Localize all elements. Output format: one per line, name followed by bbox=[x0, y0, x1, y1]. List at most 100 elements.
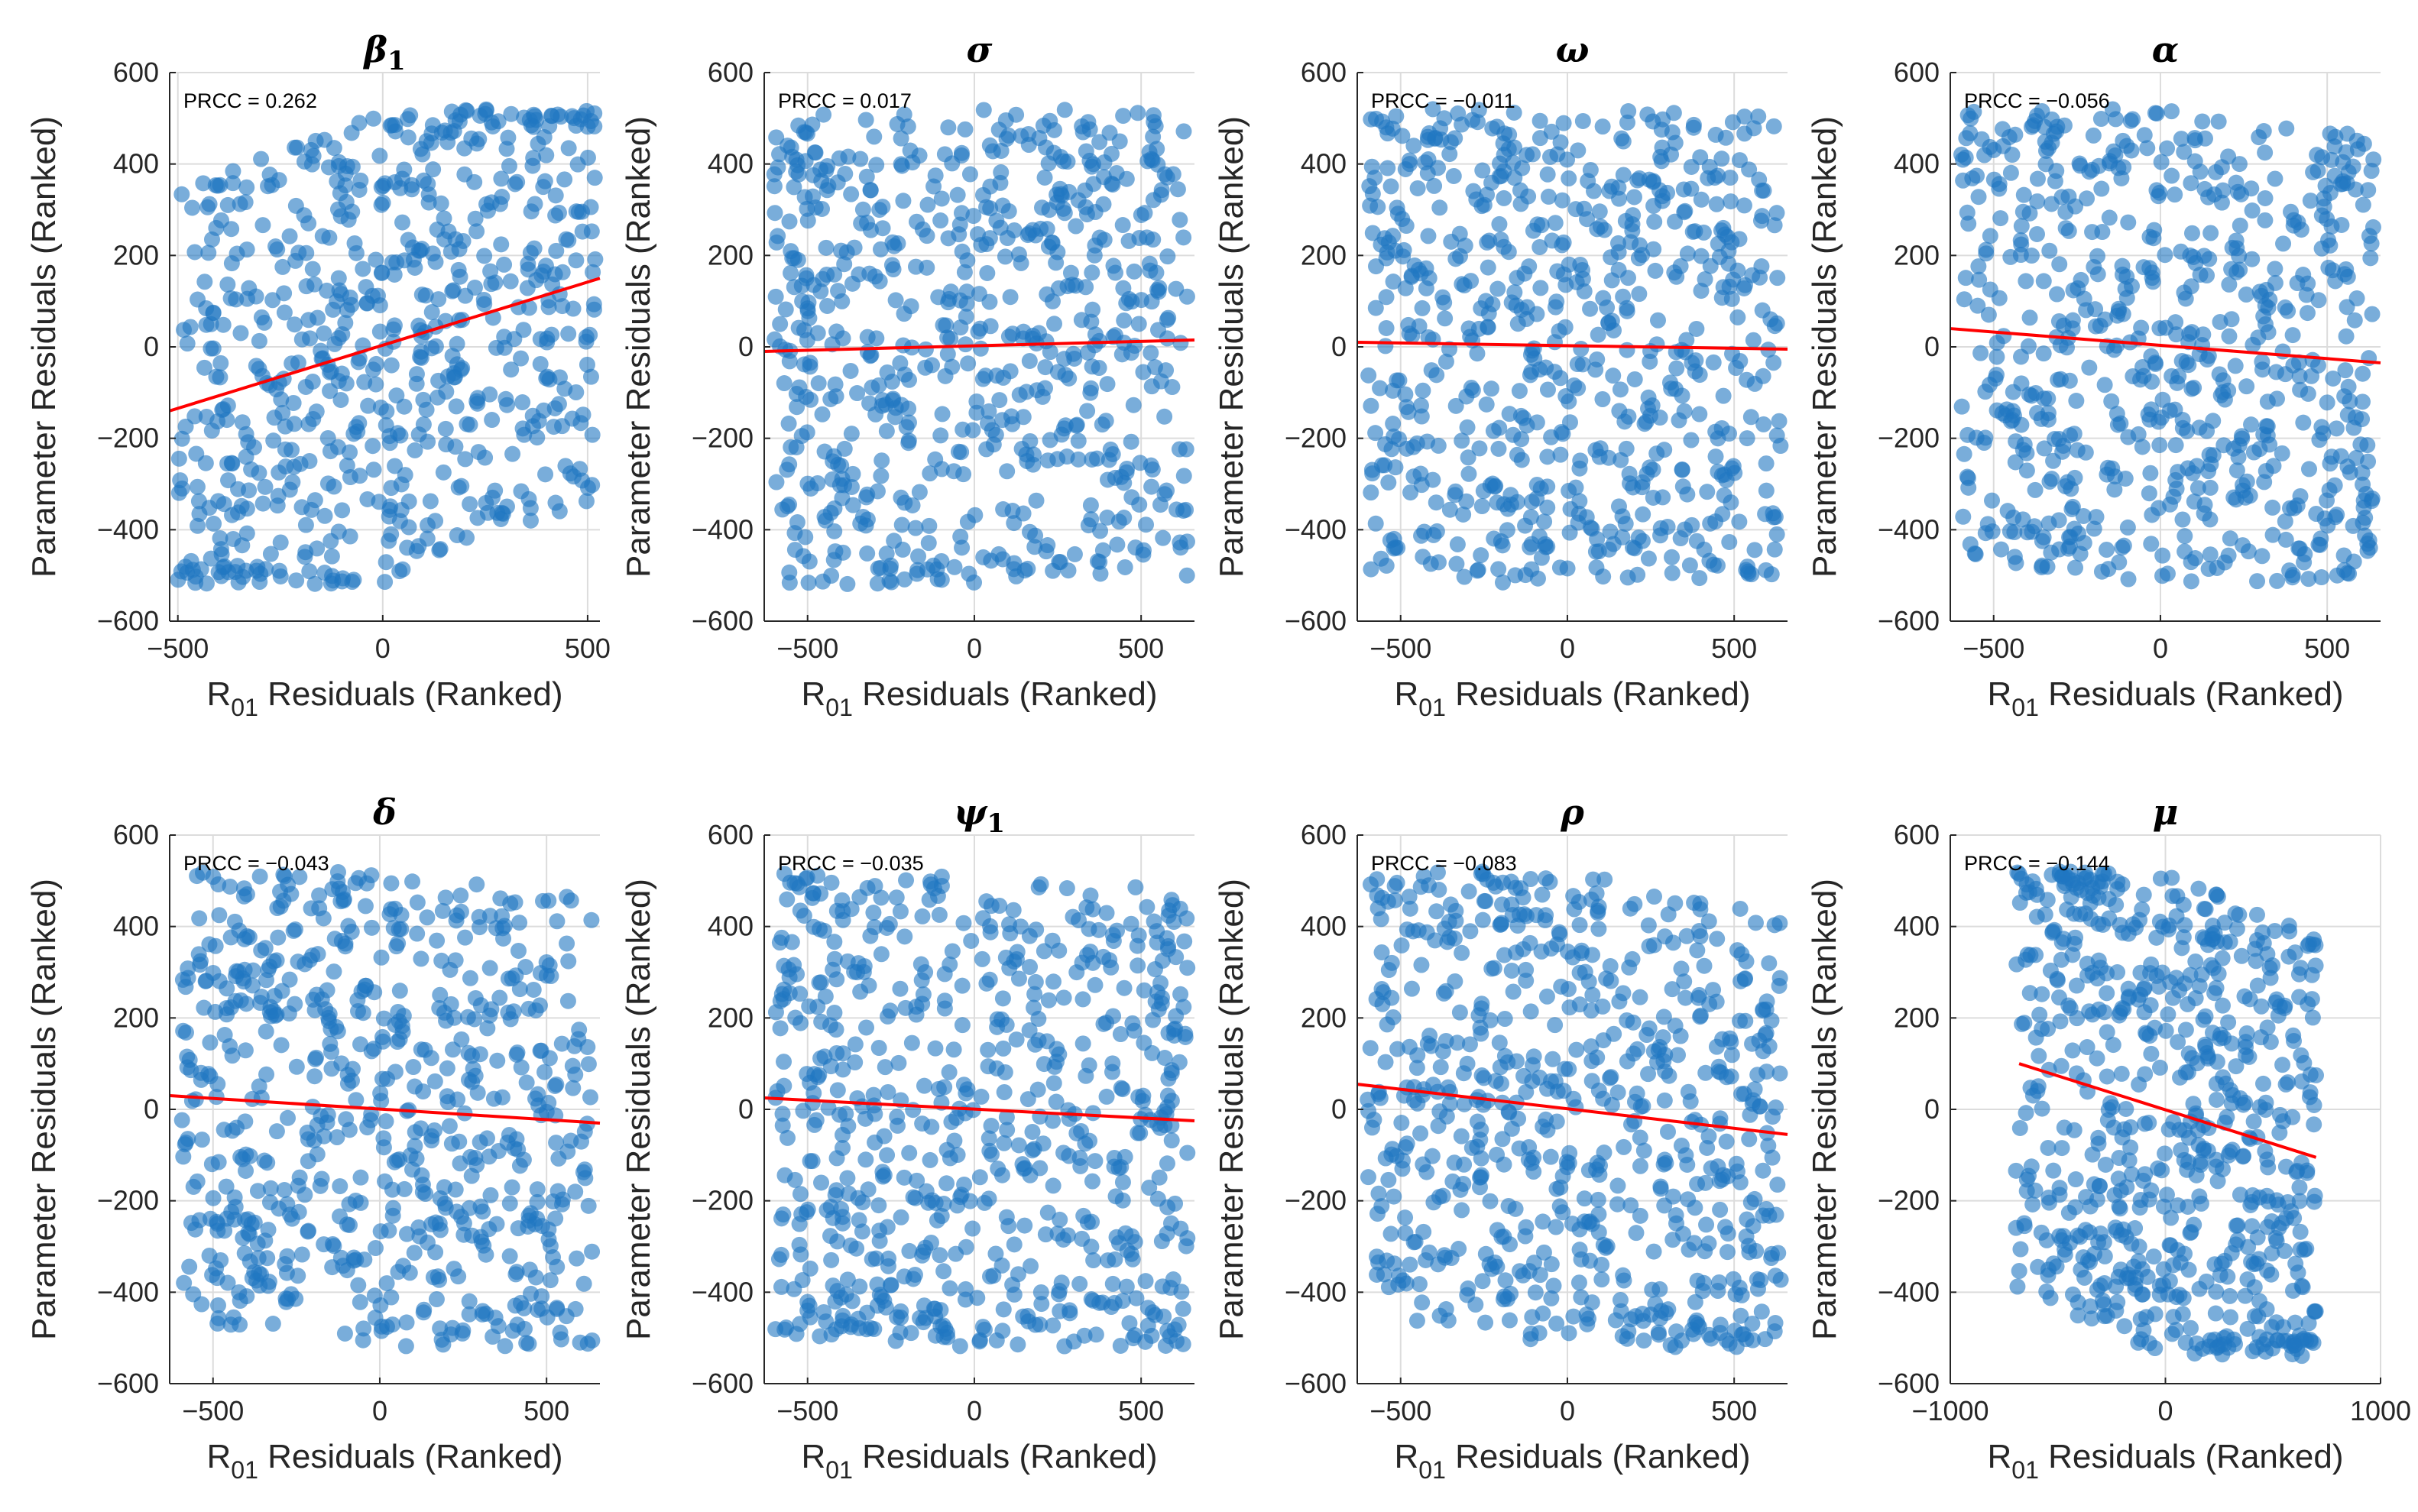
scatter-point bbox=[2328, 420, 2345, 437]
scatter-point bbox=[1582, 161, 1599, 178]
scatter-point bbox=[998, 1109, 1015, 1125]
scatter-point bbox=[259, 1154, 276, 1171]
scatter-point bbox=[990, 1161, 1006, 1177]
scatter-point bbox=[2327, 509, 2344, 526]
scatter-point bbox=[942, 330, 959, 347]
scatter-point bbox=[1057, 367, 1074, 384]
scatter-point bbox=[805, 188, 822, 205]
scatter-point bbox=[567, 1183, 584, 1200]
scatter-point bbox=[497, 1338, 514, 1355]
scatter-point bbox=[481, 960, 498, 976]
scatter-point bbox=[938, 1175, 955, 1192]
scatter-point bbox=[1687, 223, 1703, 240]
scatter-point bbox=[1535, 1213, 1551, 1230]
scatter-point bbox=[437, 889, 454, 906]
scatter-point bbox=[371, 323, 388, 340]
scatter-point bbox=[2159, 140, 2176, 157]
scatter-point bbox=[1024, 1123, 1041, 1140]
scatter-point bbox=[2313, 569, 2330, 586]
scatter-point bbox=[2034, 559, 2050, 575]
scatter-point bbox=[1470, 1007, 1487, 1024]
scatter-point bbox=[1402, 900, 1418, 917]
scatter-point bbox=[1149, 156, 1166, 173]
scatter-point bbox=[1599, 1238, 1616, 1255]
scatter-point bbox=[2362, 250, 2379, 267]
scatter-point bbox=[892, 355, 909, 371]
scatter-point bbox=[1688, 533, 1705, 549]
scatter-point bbox=[867, 878, 883, 895]
scatter-point bbox=[999, 1122, 1016, 1138]
scatter-point bbox=[2085, 127, 2102, 144]
scatter-point bbox=[391, 983, 408, 999]
scatter-point bbox=[1165, 914, 1182, 931]
scatter-point bbox=[812, 1328, 828, 1345]
scatter-point bbox=[2051, 256, 2068, 273]
scatter-point bbox=[1715, 387, 1732, 404]
scatter-point bbox=[2093, 180, 2110, 197]
scatter-point bbox=[1393, 1115, 1410, 1132]
scatter-point bbox=[1755, 416, 1772, 432]
scatter-point bbox=[195, 175, 212, 192]
scatter-point bbox=[2352, 436, 2369, 453]
scatter-point bbox=[2057, 478, 2074, 494]
x-tick-label: −500 bbox=[182, 1395, 244, 1426]
scatter-point bbox=[1606, 1025, 1622, 1042]
scatter-point bbox=[870, 377, 887, 393]
scatter-point bbox=[1533, 217, 1550, 234]
y-tick-label: 600 bbox=[1301, 819, 1347, 850]
scatter-point bbox=[2115, 159, 2132, 176]
scatter-point bbox=[893, 1303, 909, 1319]
scatter-point bbox=[1551, 1198, 1568, 1215]
scatter-point bbox=[2355, 196, 2371, 213]
scatter-point bbox=[1619, 270, 1636, 287]
scatter-point bbox=[368, 251, 384, 268]
scatter-point bbox=[1647, 262, 1664, 279]
scatter-point bbox=[2269, 572, 2286, 589]
scatter-point bbox=[814, 406, 831, 423]
scatter-point bbox=[187, 1221, 204, 1238]
scatter-point bbox=[532, 355, 549, 372]
scatter-point bbox=[1991, 290, 2008, 306]
scatter-point bbox=[274, 404, 291, 421]
scatter-point bbox=[874, 1168, 891, 1185]
scatter-point bbox=[536, 1064, 553, 1080]
scatter-point bbox=[905, 1189, 922, 1206]
scatter-point bbox=[1532, 1267, 1548, 1284]
scatter-point bbox=[1642, 353, 1658, 370]
scatter-point bbox=[2015, 186, 2032, 203]
scatter-point bbox=[978, 199, 995, 215]
scatter-point bbox=[1544, 1051, 1561, 1067]
scatter-point bbox=[2089, 248, 2106, 264]
scatter-point bbox=[1696, 1274, 1713, 1291]
scatter-point bbox=[949, 1147, 966, 1164]
scatter-point bbox=[1709, 931, 1726, 947]
scatter-point bbox=[2206, 186, 2222, 202]
scatter-point bbox=[2355, 135, 2372, 152]
scatter-point bbox=[1534, 886, 1551, 903]
fit-line bbox=[1950, 327, 2381, 364]
scatter-point bbox=[1397, 1209, 1414, 1226]
scatter-point bbox=[2097, 311, 2114, 328]
scatter-point bbox=[1755, 182, 1772, 199]
scatter-point bbox=[1474, 911, 1491, 928]
scatter-point bbox=[1603, 973, 1619, 989]
scatter-point bbox=[562, 892, 579, 909]
scatter-point bbox=[2040, 390, 2057, 407]
scatter-point bbox=[1170, 1316, 1187, 1333]
scatter-point bbox=[878, 423, 895, 439]
scatter-point bbox=[1106, 1158, 1123, 1175]
scatter-point bbox=[791, 1216, 808, 1232]
scatter-point bbox=[2179, 423, 2196, 439]
scatter-point bbox=[438, 436, 455, 453]
scatter-point bbox=[496, 329, 513, 345]
scatter-point bbox=[1518, 1219, 1535, 1235]
scatter-point bbox=[2239, 1320, 2256, 1337]
y-tick-label: 200 bbox=[113, 239, 159, 270]
scatter-point bbox=[1118, 295, 1135, 312]
scatter-point bbox=[368, 355, 384, 372]
scatter-point bbox=[2177, 528, 2193, 545]
scatter-point bbox=[262, 1180, 279, 1196]
scatter-point bbox=[1005, 902, 1022, 918]
scatter-point bbox=[433, 195, 449, 212]
scatter-point bbox=[1485, 874, 1502, 891]
